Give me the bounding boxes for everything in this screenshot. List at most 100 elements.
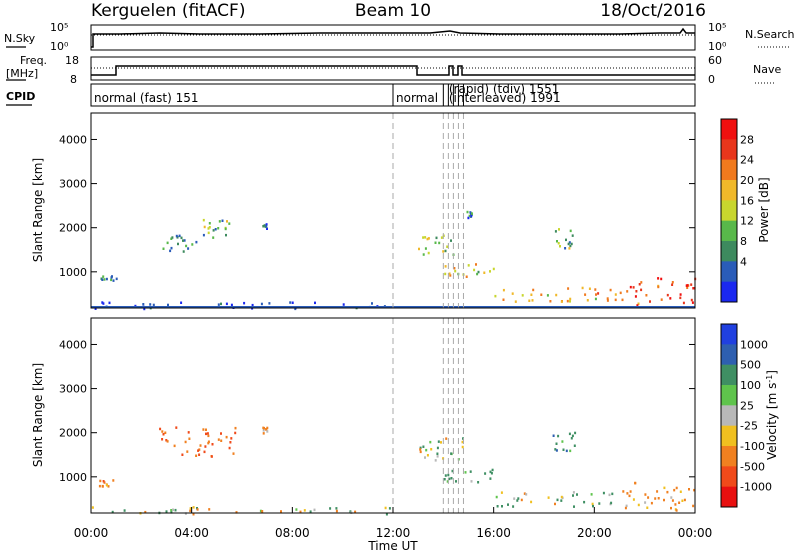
echo-cell: [473, 268, 476, 272]
echo-cell: [502, 298, 505, 301]
echo-cell: [165, 439, 168, 442]
echo-cell: [440, 441, 442, 444]
freq-label-line1: Freq.: [20, 54, 47, 67]
echo-cell: [626, 290, 629, 293]
echo-cell: [235, 511, 238, 514]
search-tick-top: 10⁵: [708, 21, 726, 34]
echo-cell: [187, 247, 190, 250]
colorbar-segment: [721, 139, 737, 161]
echo-cell: [446, 245, 449, 248]
echo-cell: [691, 301, 694, 304]
x-tick-label: 08:00: [275, 526, 310, 540]
echo-cell: [220, 432, 222, 435]
echo-cell: [101, 278, 104, 281]
echo-cell: [597, 292, 600, 295]
cpid-panel: CPID normal (fast) 151 normal (rapid) (tdi…: [6, 82, 696, 107]
echo-cell: [496, 505, 499, 508]
echo-cell: [218, 220, 221, 223]
velocity-ylabel: Slant Range [km]: [31, 363, 45, 467]
echo-cell: [214, 228, 217, 231]
echo-cell: [170, 237, 173, 240]
y-tick-label: 1000: [59, 471, 87, 484]
echo-cell: [427, 237, 430, 240]
echo-cell: [581, 286, 584, 290]
echo-cell: [291, 301, 294, 304]
echo-cell: [180, 301, 183, 304]
power-ylabel: Slant Range [km]: [31, 158, 45, 262]
echo-cell: [679, 296, 682, 300]
echo-cell: [185, 244, 188, 248]
echo-cell: [686, 286, 689, 289]
echo-cell: [220, 439, 223, 442]
echo-cell: [162, 247, 165, 250]
echo-cell: [217, 303, 220, 306]
echo-cell: [476, 272, 479, 276]
echo-cell: [212, 236, 215, 239]
colorbar-segment: [721, 324, 737, 345]
echo-cell: [426, 237, 429, 241]
nave-tick-bottom: 0: [708, 73, 715, 86]
colorbar-tick-label: 4: [740, 255, 747, 268]
x-tick-label: 00:00: [74, 526, 109, 540]
colorbar-tick-label: 20: [740, 174, 754, 187]
echo-cell: [212, 229, 215, 232]
echo-cell: [530, 293, 533, 296]
echo-cell: [419, 448, 422, 451]
x-tick-label: 20:00: [577, 526, 612, 540]
cpid-mode-label: (rapid) (tdiv) 1551: [449, 82, 560, 96]
echo-cell: [221, 219, 224, 222]
echo-cell: [314, 301, 316, 305]
echo-cell: [622, 490, 625, 493]
echo-cell: [670, 506, 672, 510]
echo-cell: [554, 230, 557, 233]
colorbar-segment: [721, 405, 737, 427]
echo-cell: [540, 293, 543, 296]
echo-cell: [568, 241, 571, 244]
echo-cell: [521, 294, 524, 297]
echo-cell: [693, 488, 696, 492]
echo-cell: [598, 502, 601, 505]
colorbar-segment: [721, 180, 737, 201]
echo-cell: [99, 479, 102, 483]
echo-cell: [265, 428, 268, 431]
echo-cell: [657, 497, 660, 500]
echo-cell: [591, 502, 594, 506]
echo-cell: [679, 490, 682, 493]
echo-cell: [675, 509, 678, 512]
echo-cell: [371, 302, 373, 305]
echo-cell: [342, 303, 345, 306]
echo-cell: [516, 499, 519, 502]
echo-cell: [606, 299, 609, 302]
echo-cell: [523, 492, 526, 495]
echo-cell: [169, 249, 172, 253]
echo-cell: [295, 508, 298, 511]
echo-cell: [569, 300, 571, 303]
echo-cell: [576, 493, 578, 496]
velocity-colorbar-label: Velocity [m s-1]: [765, 370, 780, 460]
echo-cell: [225, 435, 228, 439]
echo-cell: [229, 441, 232, 444]
echo-cell: [547, 496, 550, 499]
echo-cell: [569, 244, 572, 248]
echo-cell: [170, 509, 173, 512]
echo-cell: [182, 250, 185, 253]
echo-cell: [566, 299, 569, 303]
echo-cell: [562, 448, 565, 451]
echo-cell: [682, 301, 685, 305]
echo-cell: [434, 459, 437, 462]
echo-cell: [492, 267, 495, 271]
echo-cell: [520, 498, 523, 502]
echo-cell: [437, 440, 440, 443]
echo-cell: [203, 225, 206, 229]
colorbar-segment: [721, 159, 737, 181]
echo-cell: [192, 513, 195, 516]
echo-cell: [102, 480, 105, 483]
y-tick-label: 1000: [59, 266, 87, 279]
echo-cell: [424, 236, 427, 239]
echo-cell: [657, 285, 660, 289]
echo-cell: [447, 473, 450, 477]
nave-label: Nave: [753, 63, 781, 76]
echo-cell: [625, 504, 628, 508]
colorbar-tick-label: 28: [740, 133, 754, 146]
